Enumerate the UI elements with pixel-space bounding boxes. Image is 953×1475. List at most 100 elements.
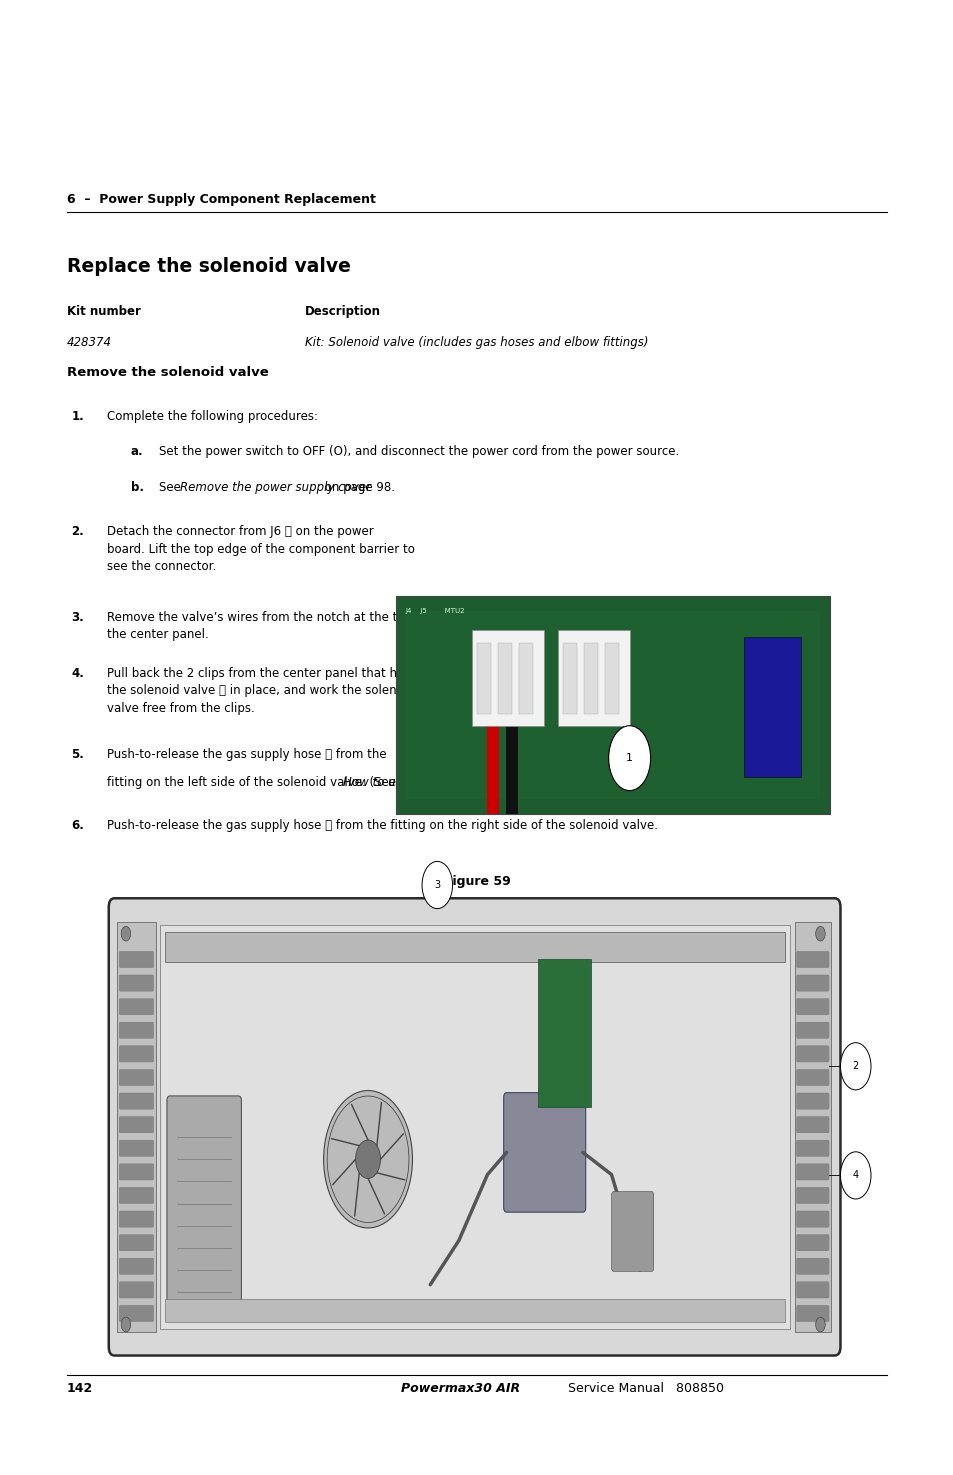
Text: Kit: Solenoid valve (includes gas hoses and elbow fittings): Kit: Solenoid valve (includes gas hoses … [305,336,648,350]
Text: J4    J5        MTU2: J4 J5 MTU2 [405,608,464,614]
Text: How to use push-to-connect fittings: How to use push-to-connect fittings [343,776,554,789]
Text: Set the power switch to OFF (O), and disconnect the power cord from the power so: Set the power switch to OFF (O), and dis… [159,445,679,459]
FancyBboxPatch shape [119,1069,153,1086]
Text: 142: 142 [67,1382,93,1395]
FancyBboxPatch shape [796,1117,828,1133]
Circle shape [815,1317,824,1332]
Circle shape [608,726,650,791]
FancyBboxPatch shape [796,975,828,991]
Circle shape [840,1152,870,1199]
FancyBboxPatch shape [476,643,491,714]
FancyBboxPatch shape [165,1299,784,1322]
Text: on page 98.: on page 98. [321,481,395,494]
FancyBboxPatch shape [167,1096,241,1311]
FancyBboxPatch shape [796,1022,828,1038]
FancyBboxPatch shape [611,1192,653,1271]
Text: Replace the solenoid valve: Replace the solenoid valve [67,257,351,276]
Text: 3: 3 [434,881,440,889]
FancyBboxPatch shape [796,1305,828,1322]
Text: Service Manual   808850: Service Manual 808850 [567,1382,723,1395]
Text: Push-to-release the gas supply hose ⓚ from the: Push-to-release the gas supply hose ⓚ fr… [107,748,386,761]
Circle shape [323,1090,412,1227]
Text: Remove the power supply cover: Remove the power supply cover [180,481,371,494]
FancyBboxPatch shape [558,630,629,726]
FancyBboxPatch shape [119,1305,153,1322]
FancyBboxPatch shape [119,951,153,968]
Text: 6.: 6. [71,819,84,832]
FancyBboxPatch shape [562,643,577,714]
FancyBboxPatch shape [119,1164,153,1180]
FancyBboxPatch shape [395,596,829,814]
FancyBboxPatch shape [796,951,828,968]
FancyBboxPatch shape [119,1022,153,1038]
FancyBboxPatch shape [165,932,784,962]
Text: 1: 1 [625,754,633,763]
FancyBboxPatch shape [405,611,820,799]
FancyBboxPatch shape [796,999,828,1015]
FancyBboxPatch shape [505,711,517,814]
Text: on page 133.): on page 133.) [515,776,600,789]
FancyBboxPatch shape [796,1235,828,1251]
Text: Detach the connector from J6 ⓘ on the power
board. Lift the top edge of the comp: Detach the connector from J6 ⓘ on the po… [107,525,415,574]
Text: 4.: 4. [71,667,84,680]
FancyBboxPatch shape [109,898,840,1356]
Text: Remove the solenoid valve: Remove the solenoid valve [67,366,268,379]
Text: 428374: 428374 [67,336,112,350]
Text: 2: 2 [852,1062,858,1071]
FancyBboxPatch shape [119,1046,153,1062]
FancyBboxPatch shape [796,1258,828,1274]
Text: Complete the following procedures:: Complete the following procedures: [107,410,317,423]
FancyBboxPatch shape [119,1140,153,1156]
FancyBboxPatch shape [119,1093,153,1109]
Circle shape [355,1140,380,1179]
FancyBboxPatch shape [503,1093,585,1212]
Circle shape [121,1317,131,1332]
Text: 4: 4 [852,1170,858,1180]
Text: See: See [159,481,185,494]
Text: Description: Description [305,305,381,319]
FancyBboxPatch shape [119,975,153,991]
FancyBboxPatch shape [796,1140,828,1156]
Text: 5.: 5. [71,748,84,761]
FancyBboxPatch shape [796,1164,828,1180]
Text: 1.: 1. [71,410,84,423]
Text: a.: a. [131,445,143,459]
FancyBboxPatch shape [796,1211,828,1227]
Circle shape [840,1043,870,1090]
Circle shape [121,926,131,941]
FancyBboxPatch shape [76,885,882,1369]
Text: 6  –  Power Supply Component Replacement: 6 – Power Supply Component Replacement [67,193,375,206]
FancyBboxPatch shape [119,1187,153,1204]
FancyBboxPatch shape [119,1258,153,1274]
FancyBboxPatch shape [518,643,533,714]
FancyBboxPatch shape [796,1046,828,1062]
FancyBboxPatch shape [796,1282,828,1298]
FancyBboxPatch shape [537,959,590,1106]
FancyBboxPatch shape [604,643,618,714]
Text: Kit number: Kit number [67,305,140,319]
FancyBboxPatch shape [796,1093,828,1109]
Text: fitting on the left side of the solenoid valve. (See: fitting on the left side of the solenoid… [107,776,399,789]
FancyBboxPatch shape [119,1211,153,1227]
FancyBboxPatch shape [119,1117,153,1133]
FancyBboxPatch shape [497,643,512,714]
FancyBboxPatch shape [119,1282,153,1298]
FancyBboxPatch shape [472,630,543,726]
Text: Powermax30 AIR: Powermax30 AIR [400,1382,519,1395]
Text: Pull back the 2 clips from the center panel that hold
the solenoid valve ⓙ in pl: Pull back the 2 clips from the center pa… [107,667,415,715]
FancyBboxPatch shape [117,922,155,1332]
Text: b.: b. [131,481,144,494]
FancyBboxPatch shape [486,711,498,814]
Text: Figure 59: Figure 59 [443,875,510,888]
FancyBboxPatch shape [119,1235,153,1251]
Text: 3.: 3. [71,611,84,624]
Text: Push-to-release the gas supply hose ⓛ from the fitting on the right side of the : Push-to-release the gas supply hose ⓛ fr… [107,819,658,832]
FancyBboxPatch shape [583,643,598,714]
FancyBboxPatch shape [119,999,153,1015]
Circle shape [815,926,824,941]
FancyBboxPatch shape [743,637,801,777]
FancyBboxPatch shape [794,922,830,1332]
FancyBboxPatch shape [796,1069,828,1086]
FancyBboxPatch shape [160,925,789,1329]
Text: 2.: 2. [71,525,84,538]
